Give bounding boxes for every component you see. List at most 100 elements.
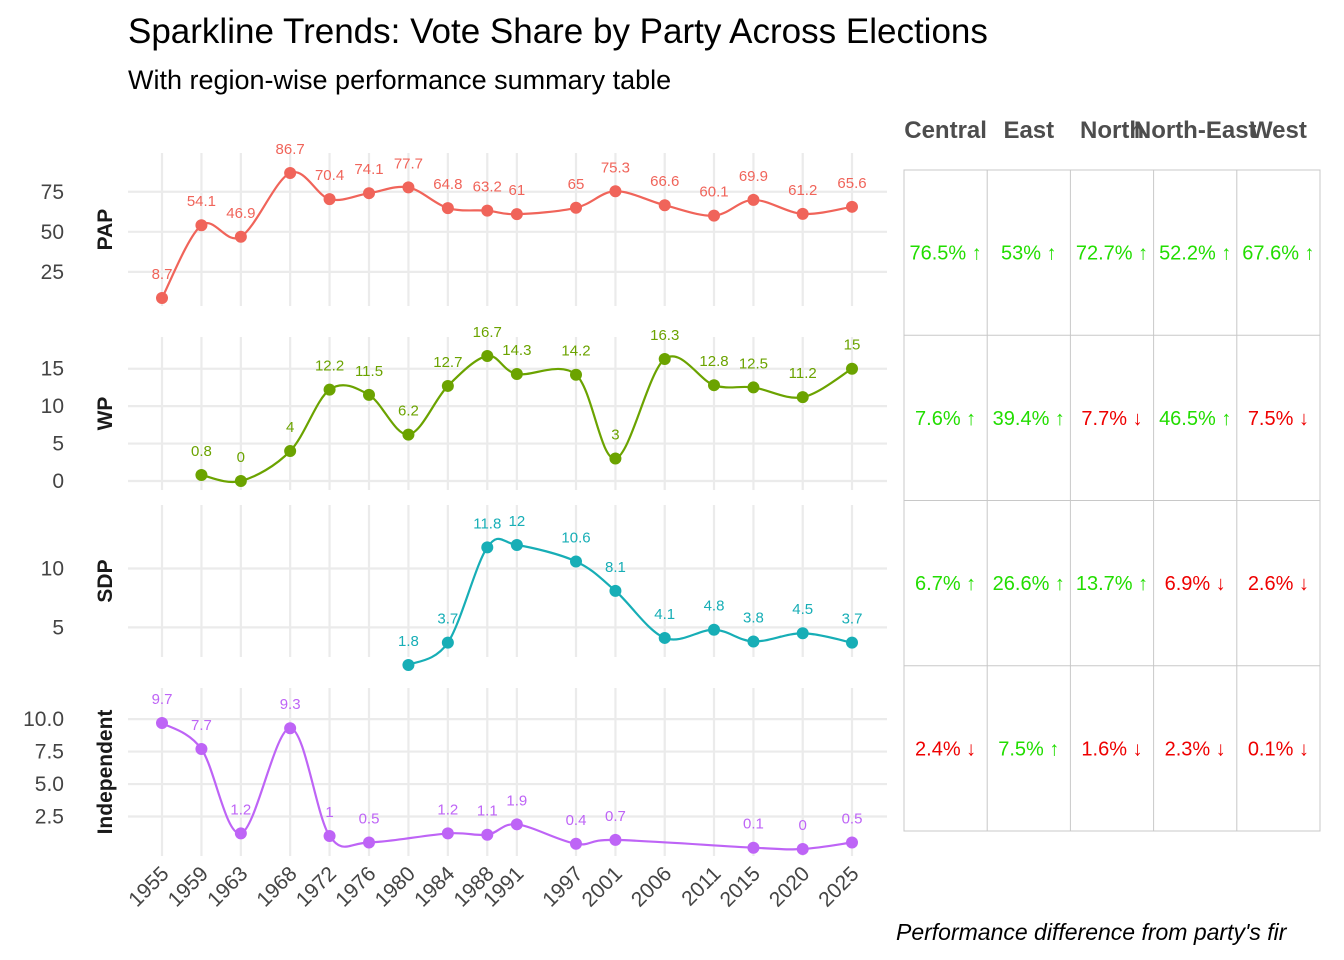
data-label: 16.3: [650, 327, 679, 344]
data-label: 11.5: [355, 363, 383, 380]
x-tick-label: 1968: [252, 862, 301, 911]
data-label: 8.1: [605, 559, 626, 576]
x-tick-label: 1963: [203, 862, 252, 911]
data-point: [708, 623, 720, 636]
data-point: [570, 555, 582, 568]
data-label: 0: [237, 449, 245, 466]
data-point: [284, 722, 297, 735]
series-line-sdp: [407, 537, 853, 667]
data-label: 0.7: [605, 808, 626, 825]
data-label: 4.5: [792, 601, 813, 618]
x-tick-label: 2020: [765, 862, 814, 911]
data-point: [234, 827, 247, 840]
data-point: [846, 200, 858, 213]
data-label: 3.8: [743, 609, 764, 626]
data-label: 1: [325, 804, 333, 821]
data-label: 16.7: [473, 324, 502, 341]
data-point: [658, 631, 671, 644]
facet-label-wp: WP: [94, 397, 117, 431]
column-header-east: East: [1003, 117, 1054, 144]
data-point: [510, 367, 523, 380]
data-label: 9.3: [280, 696, 301, 713]
y-tick-label: 25: [41, 261, 64, 284]
facet-pap: 25 50 75 PAP 8.7 54.1 46.9 86.7 70.4 74.1 77.7 64.8…: [41, 141, 887, 306]
x-tick-label: 2011: [677, 862, 725, 910]
data-label: 12.2: [315, 358, 344, 375]
x-tick-label: 1976: [331, 862, 380, 911]
data-point: [747, 193, 760, 206]
y-tick-label: 5: [52, 433, 64, 456]
data-label: 66.6: [650, 173, 679, 190]
data-point: [481, 350, 494, 362]
data-label: 4.8: [704, 598, 725, 615]
data-label: 4: [286, 419, 294, 436]
data-label: 10.6: [561, 529, 590, 546]
data-label: 1.8: [398, 633, 419, 650]
data-point: [570, 837, 582, 850]
data-label: 64.8: [433, 176, 462, 193]
data-point: [570, 201, 582, 214]
data-label: 12.7: [433, 354, 462, 371]
data-point: [796, 391, 809, 404]
data-point: [363, 388, 375, 401]
data-point: [846, 636, 858, 649]
table-cell-sdp: 6.7% ↑: [915, 573, 976, 595]
data-label: 12.8: [699, 353, 728, 370]
y-tick-label: 0: [52, 470, 64, 493]
data-point: [846, 362, 858, 375]
data-label: 11.8: [473, 515, 501, 532]
x-tick-label: 2025: [814, 862, 863, 911]
data-label: 1.1: [477, 803, 498, 820]
data-point: [234, 475, 247, 487]
y-tick-label: 10.0: [23, 708, 64, 731]
data-point: [195, 219, 208, 232]
facet-wp: 0 5 10 15 WP 0.8 0 4 12.2 11.5 6.2 12.7 16.714.3 14.2…: [41, 324, 887, 493]
data-point: [441, 827, 454, 840]
table-cell-pap: 72.7% ↑: [1076, 243, 1148, 265]
table-cell-sdp: 26.6% ↑: [993, 573, 1065, 595]
data-label: 12.5: [739, 355, 768, 372]
data-label: 8.7: [152, 266, 173, 283]
table-cell-pap: 67.6% ↑: [1242, 243, 1314, 265]
y-tick-label: 5: [52, 616, 64, 639]
data-label: 0: [799, 817, 807, 834]
table-cell-pap: 53% ↑: [1001, 243, 1057, 265]
chart-subtitle: With region-wise performance summary tab…: [128, 65, 671, 95]
data-point: [284, 445, 297, 458]
data-label: 63.2: [473, 179, 502, 196]
data-point: [846, 836, 858, 849]
x-tick-label: 1959: [164, 862, 213, 911]
facet-label-sdp: SDP: [94, 559, 117, 602]
data-point: [658, 352, 671, 365]
data-point: [481, 828, 494, 841]
table-cell-independent: 0.1% ↓: [1248, 738, 1309, 760]
data-point: [609, 452, 622, 465]
data-label: 12: [509, 513, 526, 530]
table-caption: Performance difference from party's fir: [896, 919, 1288, 945]
y-tick-label: 7.5: [35, 741, 64, 764]
data-label: 60.1: [699, 184, 728, 201]
y-tick-label: 15: [41, 358, 64, 381]
table-cell-sdp: 13.7% ↑: [1076, 573, 1148, 595]
data-point: [796, 843, 809, 855]
data-point: [363, 187, 375, 200]
data-label: 0.8: [191, 443, 212, 460]
table-cell-independent: 2.4% ↓: [915, 738, 976, 760]
data-label: 46.9: [226, 205, 255, 222]
x-tick-label: 1997: [538, 862, 587, 911]
data-point: [156, 717, 168, 729]
y-tick-label: 10: [41, 395, 64, 418]
data-point: [156, 292, 168, 304]
x-tick-label: 1980: [371, 862, 420, 911]
data-label: 65.6: [837, 175, 866, 192]
data-label: 74.1: [354, 161, 383, 178]
data-label: 4.1: [654, 606, 675, 623]
data-point: [708, 209, 720, 222]
data-label: 75.3: [601, 159, 630, 176]
table-cell-wp: 7.6% ↑: [915, 408, 976, 430]
data-point: [323, 193, 336, 206]
table-cell-wp: 39.4% ↑: [993, 408, 1065, 430]
data-point: [441, 202, 454, 215]
